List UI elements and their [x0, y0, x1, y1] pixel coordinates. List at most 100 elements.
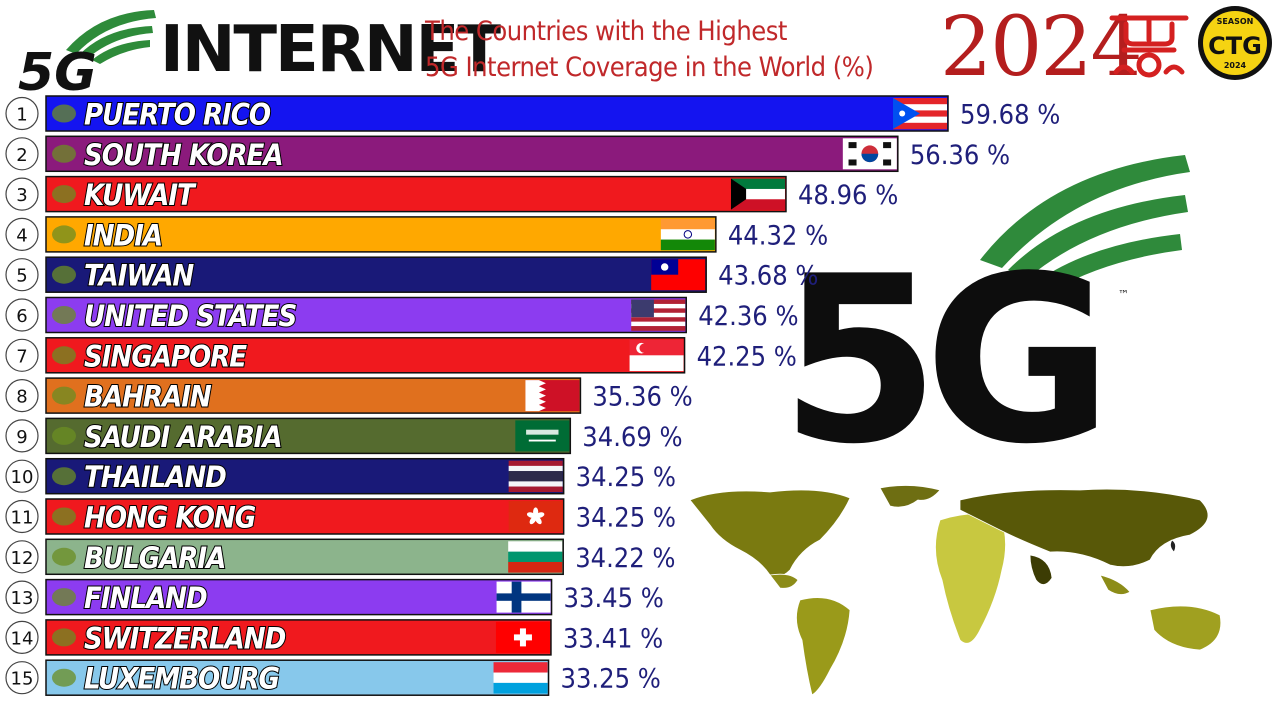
trademark-symbol: ™	[1118, 288, 1129, 301]
country-label: BAHRAIN	[84, 380, 212, 414]
bar	[45, 619, 552, 656]
rank-circle	[5, 419, 39, 453]
rank-circle	[5, 96, 39, 131]
bar	[45, 95, 949, 132]
country-label: SINGAPORE	[84, 339, 247, 373]
country-map-icon	[52, 507, 76, 526]
country-label: THAILAND	[84, 460, 226, 494]
rank-circle	[5, 338, 39, 372]
flag-puerto-rico-icon	[893, 98, 947, 130]
bar	[45, 256, 707, 293]
bar	[45, 296, 687, 334]
country-label: UNITED STATES	[84, 299, 296, 333]
bar-row: 11 HONG KONG 34.25 %	[5, 498, 676, 536]
rank-label: 15	[11, 669, 34, 690]
bar-row: 2 SOUTH KOREA 56.36 %	[5, 135, 1010, 173]
rank-label: 7	[16, 346, 27, 367]
value-label: 59.68 %	[960, 100, 1060, 131]
bar	[45, 175, 787, 213]
value-label: 34.69 %	[582, 422, 682, 453]
bar	[45, 216, 717, 253]
bar-row: 15 LUXEMBOURG 33.25 %	[5, 659, 661, 697]
flag-thailand-icon	[508, 460, 563, 492]
year-label: 2024	[940, 0, 1143, 95]
bar-row: 10 THAILAND 34.25 %	[5, 457, 676, 495]
value-label: 43.68 %	[718, 261, 818, 292]
country-map-icon	[52, 628, 76, 647]
rank-circle	[5, 217, 39, 251]
bar	[45, 659, 550, 696]
country-map-icon	[52, 668, 76, 687]
rank-label: 1	[16, 105, 27, 126]
5g-logo-icon: 5G	[18, 10, 156, 94]
value-label: 34.25 %	[576, 462, 676, 493]
rank-circle	[5, 137, 39, 171]
country-map-icon	[52, 185, 76, 204]
country-label: SOUTH KOREA	[84, 138, 283, 172]
bar	[45, 498, 565, 535]
country-map-icon	[52, 265, 76, 284]
rank-label: 9	[16, 427, 27, 448]
rank-label: 5	[16, 266, 27, 287]
country-label: KUWAIT	[84, 178, 197, 212]
bar-row: 14 SWITZERLAND 33.41 %	[5, 619, 663, 656]
chart-subtitle: The Countries with the Highest 5G Intern…	[425, 14, 935, 86]
brand-mark-icon	[1109, 15, 1189, 78]
badge-bottom-text: 2024	[1224, 61, 1247, 70]
value-label: 34.22 %	[575, 543, 675, 574]
page-title: INTERNET	[160, 13, 501, 87]
bar-row: 6 UNITED STATES 42.36 %	[5, 296, 799, 334]
value-label: 35.36 %	[592, 382, 692, 413]
bar-row: 9 SAUDI ARABIA 34.69 %	[5, 417, 683, 455]
country-label: FINLAND	[84, 581, 207, 615]
country-map-icon	[52, 306, 76, 324]
rank-circle	[5, 298, 39, 332]
value-label: 33.45 %	[564, 583, 664, 614]
rank-label: 12	[11, 548, 34, 569]
flag-united-states-icon	[631, 299, 686, 331]
bar-row: 7 SINGAPORE 42.25 %	[5, 337, 797, 374]
rank-label: 10	[11, 467, 34, 488]
rank-circle	[5, 177, 39, 211]
bar-row: 8 BAHRAIN 35.36 %	[5, 377, 693, 415]
flag-switzerland-icon	[495, 621, 550, 653]
rank-circle	[5, 580, 39, 614]
rank-label: 8	[16, 387, 27, 408]
country-label: SWITZERLAND	[84, 621, 286, 655]
value-label: 48.96 %	[798, 180, 898, 211]
value-label: 44.32 %	[728, 220, 828, 251]
country-map-icon	[52, 346, 76, 365]
country-label: BULGARIA	[84, 541, 225, 575]
rank-label: 3	[16, 185, 27, 206]
bar	[45, 337, 686, 374]
bar	[45, 417, 572, 455]
flag-south-korea-icon	[842, 138, 897, 170]
value-label: 34.25 %	[576, 503, 676, 534]
bar-row: 3 KUWAIT 48.96 %	[5, 175, 898, 213]
rank-label: 14	[11, 628, 34, 649]
country-map-icon	[52, 426, 76, 445]
value-label: 42.25 %	[697, 341, 797, 372]
rank-circle	[5, 258, 39, 292]
country-label: INDIA	[84, 218, 162, 252]
country-label: SAUDI ARABIA	[84, 420, 282, 454]
bar	[45, 377, 582, 414]
flag-india-icon	[660, 218, 715, 251]
bar-row: 4 INDIA 44.32 %	[5, 216, 828, 253]
bar	[45, 135, 899, 173]
rank-label: 6	[16, 306, 27, 327]
country-map-icon	[52, 467, 76, 486]
subtitle-line-1: The Countries with the Highest	[425, 16, 787, 47]
country-label: TAIWAN	[84, 259, 194, 293]
rank-circle	[5, 499, 39, 534]
value-label: 42.36 %	[698, 301, 798, 332]
bar-row: 5 TAIWAN 43.68 %	[5, 256, 819, 294]
bar	[45, 538, 564, 576]
value-label: 56.36 %	[910, 140, 1010, 171]
country-map-icon	[52, 225, 76, 244]
rank-label: 4	[16, 225, 27, 246]
country-label: HONG KONG	[84, 501, 256, 535]
bar-row: 1 PUERTO RICO 59.68 %	[5, 95, 1060, 133]
rank-circle	[5, 540, 39, 574]
